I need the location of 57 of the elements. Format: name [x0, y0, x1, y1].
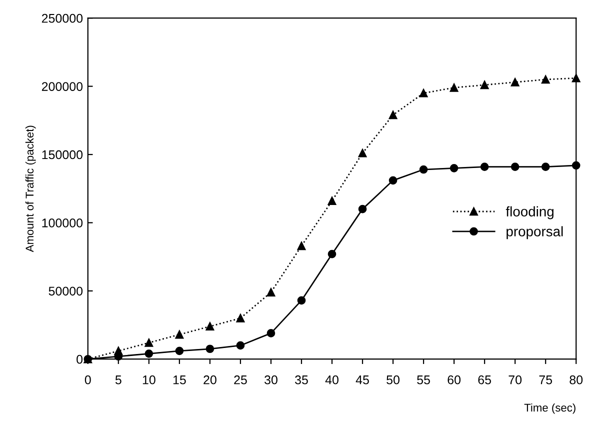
point	[328, 250, 336, 258]
x-tick-label: 20	[204, 375, 216, 384]
point	[297, 242, 306, 250]
x-tick-label: 15	[173, 376, 186, 384]
point	[297, 296, 306, 305]
legend-label: flooding	[506, 206, 554, 220]
y-tick-label: 200000	[42, 82, 83, 91]
point	[358, 204, 367, 214]
point	[236, 314, 245, 322]
point	[419, 88, 428, 98]
y-tick-label: 50000	[48, 286, 83, 296]
x-axis-title: Time (sec)	[524, 403, 576, 414]
point	[450, 84, 458, 92]
point	[388, 176, 398, 185]
point	[510, 162, 520, 171]
point	[450, 164, 458, 172]
point	[144, 349, 154, 358]
x-tick-label: 55	[417, 376, 430, 384]
point	[572, 161, 580, 170]
point	[144, 338, 154, 347]
point	[419, 165, 428, 174]
x-tick-label: 25	[234, 375, 247, 384]
point	[480, 162, 489, 171]
point	[358, 148, 367, 158]
point	[236, 341, 245, 350]
x-tick-label: 45	[356, 376, 369, 384]
y-tick-label: 0	[76, 354, 83, 364]
x-tick-label: 0	[84, 375, 91, 384]
point	[541, 75, 550, 84]
point	[480, 80, 489, 90]
point	[328, 196, 336, 206]
point	[175, 330, 184, 339]
point	[572, 74, 580, 82]
x-tick-label: 60	[448, 375, 461, 384]
x-tick-label: 70	[508, 375, 522, 384]
point	[206, 344, 214, 354]
y-tick-label: 250000	[42, 14, 83, 23]
point	[510, 78, 520, 86]
y-tick-label: 100000	[42, 218, 83, 228]
x-tick-label: 75	[539, 376, 552, 384]
x-tick-label: 65	[478, 375, 491, 384]
x-tick-label: 80	[570, 375, 583, 384]
point	[266, 329, 276, 338]
x-tick-label: 10	[142, 375, 156, 384]
point	[541, 162, 550, 171]
point	[175, 346, 184, 356]
point	[388, 110, 398, 120]
x-tick-label: 30	[264, 375, 278, 384]
y-tick-label: 150000	[42, 150, 83, 160]
y-axis-title: Amount of Traffic (packet)	[25, 126, 36, 252]
x-tick-label: 35	[295, 375, 308, 384]
point	[206, 322, 214, 331]
x-tick-label: 50	[386, 375, 400, 384]
x-tick-label: 5	[115, 376, 122, 384]
legend-label: proporsal	[506, 226, 563, 240]
x-tick-label: 40	[325, 375, 338, 384]
point	[266, 288, 276, 296]
